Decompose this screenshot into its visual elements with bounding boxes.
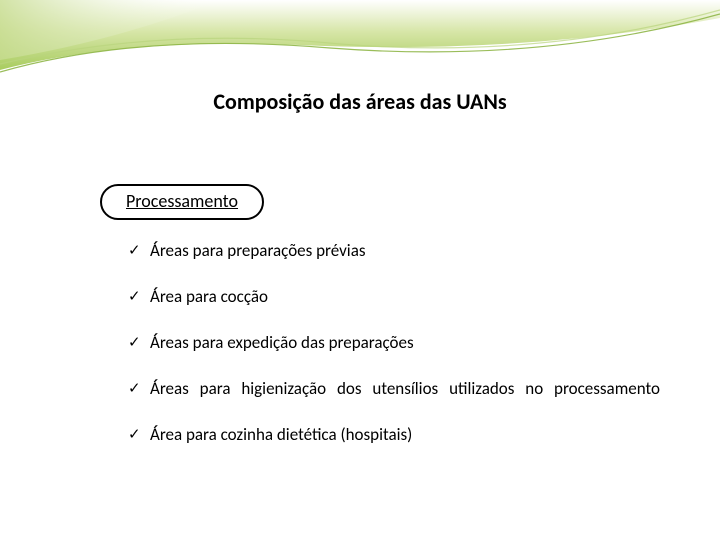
- list-item-text: Áreas para preparações prévias: [150, 240, 660, 262]
- list-item-text: Áreas para higienização dos utensílios u…: [150, 378, 660, 400]
- check-icon: ✓: [128, 286, 150, 308]
- section-label: Processamento: [100, 184, 264, 220]
- check-icon: ✓: [128, 240, 150, 262]
- decorative-banner: [0, 0, 720, 80]
- check-icon: ✓: [128, 378, 150, 400]
- list-item: ✓ Áreas para preparações prévias: [128, 240, 660, 262]
- list-item: ✓ Áreas para expedição das preparações: [128, 332, 660, 354]
- slide: Composição das áreas das UANs Processame…: [0, 0, 720, 540]
- check-icon: ✓: [128, 424, 150, 446]
- slide-title: Composição das áreas das UANs: [0, 88, 720, 115]
- list-item: ✓ Área para cocção: [128, 286, 660, 308]
- bullet-list: ✓ Áreas para preparações prévias ✓ Área …: [128, 240, 660, 470]
- list-item-text: Áreas para expedição das preparações: [150, 332, 660, 354]
- list-item: ✓ Área para cozinha dietética (hospitais…: [128, 424, 660, 446]
- check-icon: ✓: [128, 332, 150, 354]
- list-item: ✓ Áreas para higienização dos utensílios…: [128, 378, 660, 400]
- list-item-text: Área para cocção: [150, 286, 660, 308]
- list-item-text: Área para cozinha dietética (hospitais): [150, 424, 660, 446]
- banner-svg: [0, 0, 720, 80]
